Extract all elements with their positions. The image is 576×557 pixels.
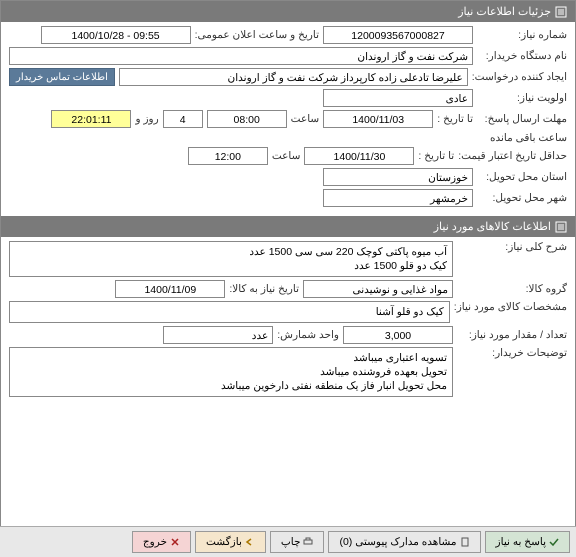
respond-label: پاسخ به نیاز	[496, 536, 546, 548]
label-days: روز و	[135, 113, 158, 125]
main-form: شماره نیاز: 1200093567000827 تاریخ و ساع…	[1, 22, 575, 214]
field-announce-date: 1400/10/28 - 09:55	[41, 26, 191, 44]
window-titlebar: جزئیات اطلاعات نیاز	[1, 1, 575, 22]
field-buyer-org: شرکت نفت و گاز اروندان	[9, 47, 473, 65]
label-buyer-notes: توضیحات خریدار:	[457, 347, 567, 359]
label-resp-date: تا تاریخ :	[437, 113, 473, 125]
exit-icon	[170, 537, 180, 547]
print-button[interactable]: چاپ	[270, 531, 325, 553]
label-group: گروه کالا:	[457, 283, 567, 295]
field-credit-date: 1400/11/30	[304, 147, 414, 165]
items-form: شرح کلی نیاز: آب میوه پاکتی کوچک 220 سی …	[1, 237, 575, 404]
exit-button[interactable]: خروج	[132, 531, 191, 553]
field-hours-remain: 22:01:11	[51, 110, 131, 128]
field-resp-date: 1400/11/03	[323, 110, 433, 128]
label-request-no: شماره نیاز:	[477, 29, 567, 41]
label-hours: ساعت باقی مانده	[490, 132, 567, 144]
field-days-remain: 4	[163, 110, 203, 128]
field-need-date: 1400/11/09	[115, 280, 225, 298]
items-section-header: اطلاعات کالاهای مورد نیاز	[1, 216, 575, 237]
exit-label: خروج	[143, 536, 167, 548]
field-city: خرمشهر	[323, 189, 473, 207]
back-label: بازگشت	[206, 536, 242, 548]
label-credit-time: ساعت	[272, 150, 301, 162]
items-section-title: اطلاعات کالاهای مورد نیاز	[434, 220, 551, 233]
label-buyer-org: نام دستگاه خریدار:	[477, 50, 567, 62]
field-group: مواد غذایی و نوشیدنی	[303, 280, 453, 298]
field-requester: علیرضا تادعلی زاده کارپرداز شرکت نفت و گ…	[119, 68, 468, 86]
back-button[interactable]: بازگشت	[195, 531, 266, 553]
label-city: شهر محل تحویل:	[477, 192, 567, 204]
window-title: جزئیات اطلاعات نیاز	[458, 5, 551, 18]
field-buyer-notes: تسویه اعتباری میباشد تحویل بعهده فروشنده…	[9, 347, 453, 397]
label-requester: ایجاد کننده درخواست:	[472, 71, 567, 83]
label-desc: شرح کلی نیاز:	[457, 241, 567, 253]
info-icon	[555, 6, 567, 18]
details-window: جزئیات اطلاعات نیاز شماره نیاز: 12000935…	[0, 0, 576, 557]
field-request-no: 1200093567000827	[323, 26, 473, 44]
buyer-contact-button[interactable]: اطلاعات تماس خریدار	[9, 68, 115, 86]
print-label: چاپ	[281, 536, 301, 548]
back-icon	[245, 537, 255, 547]
label-unit: واحد شمارش:	[277, 329, 339, 341]
list-icon	[555, 221, 567, 233]
label-priority: اولویت نیاز:	[477, 92, 567, 104]
field-qty: 3,000	[343, 326, 453, 344]
respond-button[interactable]: پاسخ به نیاز	[485, 531, 570, 553]
attachment-icon	[460, 537, 470, 547]
label-province: استان محل تحویل:	[477, 171, 567, 183]
label-announce-date: تاریخ و ساعت اعلان عمومی:	[195, 29, 319, 41]
footer-toolbar: پاسخ به نیاز مشاهده مدارک پیوستی (0) چاپ…	[0, 526, 576, 557]
field-spec: کیک دو قلو آشنا	[9, 301, 450, 323]
field-province: خوزستان	[323, 168, 473, 186]
label-resp-time: ساعت	[291, 113, 320, 125]
field-priority: عادی	[323, 89, 473, 107]
label-qty: تعداد / مقدار مورد نیاز:	[457, 329, 567, 341]
field-unit: عدد	[163, 326, 273, 344]
attachments-button[interactable]: مشاهده مدارک پیوستی (0)	[328, 531, 480, 553]
label-credit-date: تا تاریخ :	[418, 150, 454, 162]
print-icon	[303, 537, 313, 547]
field-desc: آب میوه پاکتی کوچک 220 سی سی 1500 عدد کی…	[9, 241, 453, 277]
label-response-deadline: مهلت ارسال پاسخ:	[477, 113, 567, 125]
respond-icon	[549, 537, 559, 547]
field-resp-time: 08:00	[207, 110, 287, 128]
label-need-date: تاریخ نیاز به کالا:	[229, 283, 299, 295]
attachments-label: مشاهده مدارک پیوستی (0)	[339, 536, 456, 548]
field-credit-time: 12:00	[188, 147, 268, 165]
label-credit-deadline: حداقل تاریخ اعتبار قیمت:	[458, 150, 567, 162]
label-spec: مشخصات کالای مورد نیاز:	[454, 301, 567, 313]
